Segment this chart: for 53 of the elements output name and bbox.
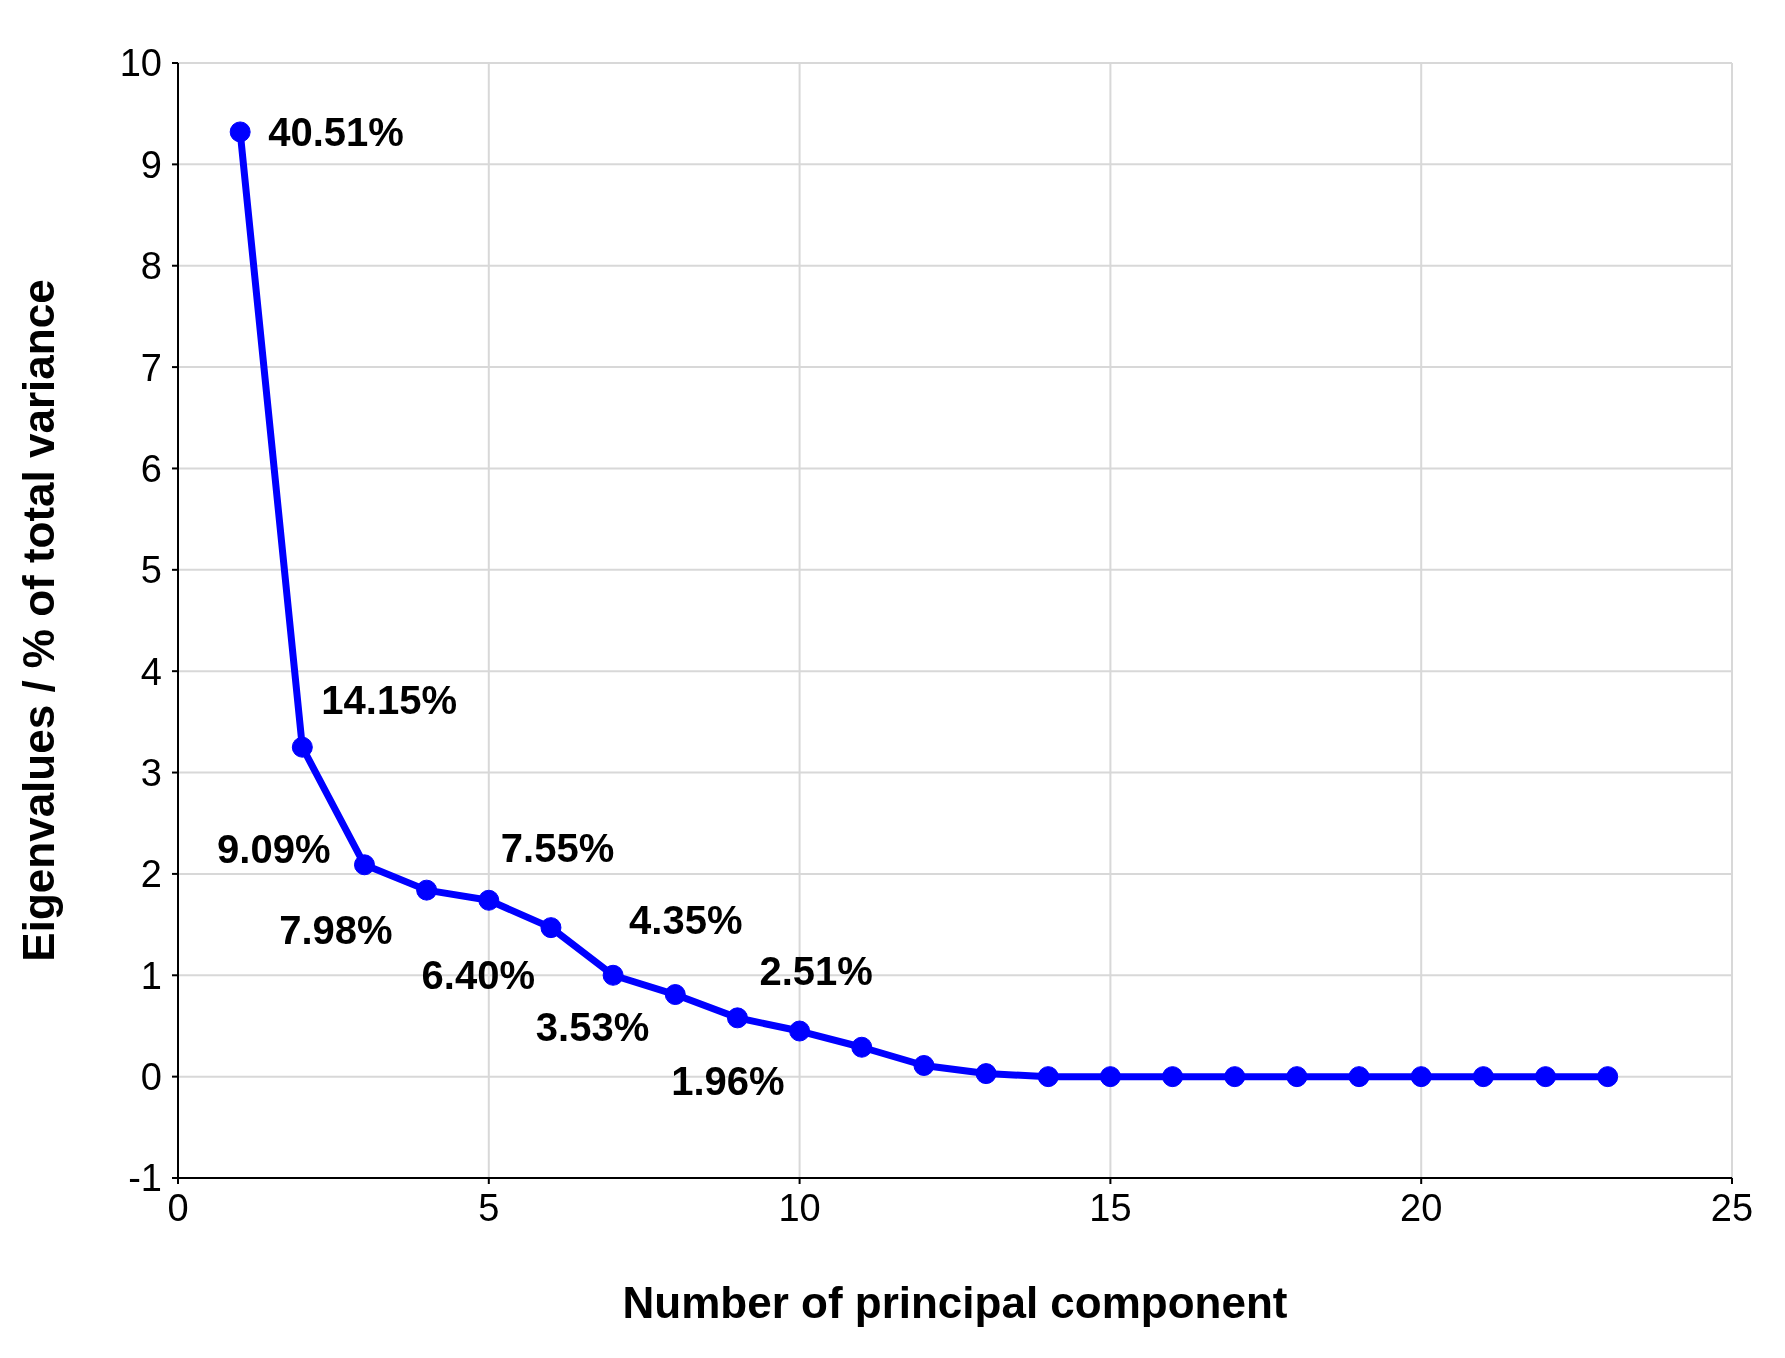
annotation: 40.51% — [268, 109, 404, 154]
annotation: 1.96% — [671, 1059, 785, 1104]
annotation: 6.40% — [421, 952, 535, 997]
annotation: 4.35% — [629, 898, 743, 943]
annotation: 3.53% — [535, 1004, 650, 1049]
point — [353, 854, 375, 876]
point — [664, 984, 686, 1006]
y-tick-label: 6 — [140, 447, 162, 490]
point — [913, 1054, 935, 1076]
annotation: 14.15% — [321, 678, 457, 723]
x-axis-title: Number of principal component — [622, 1278, 1288, 1327]
point — [1410, 1066, 1432, 1088]
y-tick-label: 2 — [140, 853, 162, 896]
y-tick-label: 3 — [140, 752, 162, 795]
x-tick-label: 5 — [478, 1186, 500, 1229]
point — [789, 1020, 811, 1042]
point — [1099, 1066, 1121, 1088]
y-tick-label: 4 — [140, 650, 162, 693]
point — [1597, 1066, 1619, 1088]
y-tick-label: 7 — [140, 346, 162, 389]
x-tick-label: 25 — [1710, 1186, 1754, 1229]
point — [540, 917, 562, 939]
annotation: 7.98% — [279, 908, 393, 953]
point — [1162, 1066, 1184, 1088]
point — [1348, 1066, 1370, 1088]
y-tick-label: 5 — [140, 549, 162, 592]
point — [1286, 1066, 1308, 1088]
x-tick-label: 15 — [1089, 1186, 1132, 1229]
annotation: 7.55% — [500, 826, 615, 871]
point — [975, 1063, 997, 1085]
point — [726, 1007, 748, 1029]
point — [1472, 1066, 1494, 1088]
annotation: 2.51% — [759, 948, 873, 993]
point — [1224, 1066, 1246, 1088]
y-tick-label: 0 — [140, 1056, 162, 1099]
y-tick-label: 8 — [140, 245, 162, 288]
y-tick-label: 10 — [119, 42, 162, 85]
annotation: 9.09% — [217, 826, 331, 871]
point — [1037, 1066, 1059, 1088]
point — [291, 736, 313, 758]
point — [229, 121, 251, 143]
point — [602, 964, 624, 986]
y-tick-label: 1 — [140, 954, 162, 997]
y-tick-label: 9 — [140, 143, 162, 186]
x-tick-label: 20 — [1400, 1186, 1443, 1229]
point — [478, 889, 500, 911]
y-axis-title: Eigenvalues / % of total variance — [13, 279, 63, 962]
x-tick-label: 0 — [167, 1186, 189, 1229]
y-tick-label: -1 — [128, 1157, 162, 1200]
point — [851, 1036, 873, 1058]
point — [416, 879, 438, 901]
x-tick-label: 10 — [778, 1186, 821, 1229]
point — [1535, 1066, 1557, 1088]
